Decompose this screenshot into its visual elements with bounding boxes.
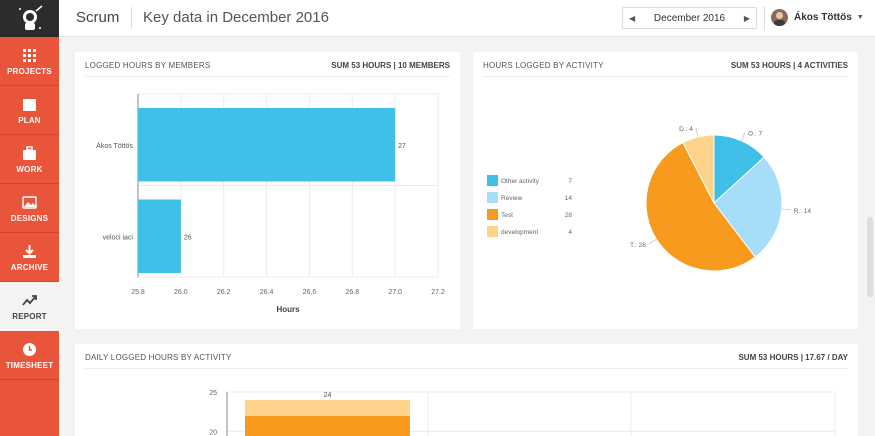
y-tick-label: 20 <box>209 429 217 436</box>
sidebar-item-label: WORK <box>16 164 43 174</box>
chevron-down-icon: ▼ <box>856 14 864 21</box>
pie-label-line <box>648 239 657 245</box>
y-tick-label: 25 <box>209 390 217 397</box>
app-logo[interactable] <box>0 0 59 37</box>
y-tick-label: veloci iaci <box>103 234 134 241</box>
sidebar-item-label: TIMESHEET <box>5 360 54 370</box>
user-menu[interactable]: Ákos Töttös ▼ <box>771 9 864 26</box>
sidebar-item-plan[interactable]: PLAN <box>0 86 59 135</box>
daily-card-title: DAILY LOGGED HOURS BY ACTIVITY <box>85 353 232 362</box>
sidebar-item-timesheet[interactable]: TIMESHEET <box>0 331 59 380</box>
pie-slice[interactable] <box>645 141 756 272</box>
activity-card: HOURS LOGGED BY ACTIVITY SUM 53 HOURS | … <box>473 52 858 329</box>
briefcase-icon <box>23 145 36 160</box>
legend-label: Other activity <box>501 178 540 185</box>
members-bar-chart: 25.8 26.0 26.2 26.4 26.6 26.8 27.0 27.2 27 Ákos T… <box>96 93 445 314</box>
legend-label: development <box>501 229 538 236</box>
activity-card-title: HOURS LOGGED BY ACTIVITY <box>483 61 604 70</box>
daily-card: DAILY LOGGED HOURS BY ACTIVITY SUM 53 HO… <box>75 344 858 436</box>
x-tick-label: 26.6 <box>303 289 317 296</box>
sidebar-item-report[interactable]: REPORT <box>0 282 59 331</box>
pie-label-line <box>695 128 699 137</box>
astronaut-logo-icon <box>18 4 42 30</box>
members-card-summary: SUM 53 HOURS | 10 MEMBERS <box>331 61 450 70</box>
sidebar-item-label: ARCHIVE <box>10 262 49 272</box>
card-divider <box>85 76 450 77</box>
legend-value: 14 <box>565 195 573 202</box>
sidebar: PROJECTS PLAN WORK DESIGNS ARCHIVE REPORT TIME… <box>0 0 59 436</box>
sidebar-item-label: DESIGNS <box>10 213 49 223</box>
legend-swatch <box>487 226 498 237</box>
image-icon <box>22 195 37 209</box>
legend-label: Review <box>501 195 523 202</box>
card-divider <box>85 368 848 369</box>
bar[interactable] <box>138 108 396 182</box>
card-divider <box>483 76 848 77</box>
sidebar-item-work[interactable]: WORK <box>0 135 59 184</box>
next-month-icon[interactable]: ▶ <box>743 13 750 23</box>
avatar <box>771 9 788 26</box>
x-tick-label: 26.8 <box>345 289 359 296</box>
pie-slice[interactable] <box>713 134 765 205</box>
daily-stacked-chart: 25 20 24 <box>209 390 836 436</box>
scroll-thumb[interactable] <box>867 217 873 297</box>
x-tick-label: 26.2 <box>217 289 231 296</box>
month-selector: ◀ December 2016 ▶ <box>622 7 757 29</box>
pie-slice[interactable] <box>713 156 783 258</box>
user-name: Ákos Töttös <box>794 12 852 23</box>
bar-value-label: 27 <box>398 143 406 150</box>
sidebar-item-designs[interactable]: DESIGNS <box>0 184 59 233</box>
y-tick-label: Ákos Töttös <box>96 141 133 150</box>
prev-month-icon[interactable]: ◀ <box>629 13 636 23</box>
members-card-title: LOGGED HOURS BY MEMBERS <box>85 61 211 70</box>
user-divider <box>764 6 765 30</box>
clock-icon <box>23 342 36 356</box>
stacked-bar-segment[interactable] <box>245 416 410 436</box>
pie-slice[interactable] <box>682 134 715 204</box>
legend-value: 4 <box>568 229 572 236</box>
sidebar-item-label: PLAN <box>18 115 41 125</box>
pie-slice-label: D.: 4 <box>679 126 693 133</box>
pie-slice-label: O.: 7 <box>748 131 762 138</box>
daily-card-summary: SUM 53 HOURS | 17.67 / DAY <box>738 353 848 362</box>
legend-value: 7 <box>568 178 572 185</box>
sidebar-item-projects[interactable]: PROJECTS <box>0 37 59 86</box>
bar-value-label: 26 <box>184 234 192 241</box>
legend-swatch <box>487 209 498 220</box>
members-card: LOGGED HOURS BY MEMBERS SUM 53 HOURS | 1… <box>75 52 460 329</box>
page-scrollbar[interactable] <box>865 37 875 436</box>
stacked-bar-segment[interactable] <box>245 400 410 416</box>
calendar-icon <box>23 98 36 111</box>
legend-swatch <box>487 175 498 186</box>
x-tick-label: 26.0 <box>174 289 188 296</box>
x-tick-label: 26.4 <box>260 289 274 296</box>
download-icon <box>23 244 36 258</box>
x-tick-label: 27.2 <box>431 289 445 296</box>
sidebar-item-label: REPORT <box>12 311 47 321</box>
month-label: December 2016 <box>653 12 726 24</box>
legend-value: 28 <box>565 212 573 219</box>
bar-value-label: 24 <box>324 392 332 399</box>
pie-slice-label: R.: 14 <box>794 208 812 215</box>
x-tick-label: 25.8 <box>131 289 145 296</box>
pie-slice-label: T.: 28 <box>630 242 646 249</box>
pie-label-line <box>741 132 746 141</box>
grid-icon <box>23 48 36 62</box>
legend-swatch <box>487 192 498 203</box>
sidebar-item-archive[interactable]: ARCHIVE <box>0 233 59 282</box>
header-divider <box>131 7 132 29</box>
activity-pie-chart: Other activity 7 Review 14 Test 28 development… <box>487 126 812 272</box>
x-axis-title: Hours <box>276 305 300 314</box>
sidebar-item-label: PROJECTS <box>7 66 52 76</box>
pie-label-line <box>781 208 791 211</box>
legend-label: Test <box>501 212 513 219</box>
project-name[interactable]: Scrum <box>76 9 120 26</box>
x-tick-label: 27.0 <box>388 289 402 296</box>
page-title: Key data in December 2016 <box>143 9 329 26</box>
bar[interactable] <box>138 199 181 274</box>
trend-icon <box>22 294 37 306</box>
activity-card-summary: SUM 53 HOURS | 4 ACTIVITIES <box>730 61 848 70</box>
top-bar: Scrum Key data in December 2016 ◀ Decemb… <box>59 0 875 37</box>
